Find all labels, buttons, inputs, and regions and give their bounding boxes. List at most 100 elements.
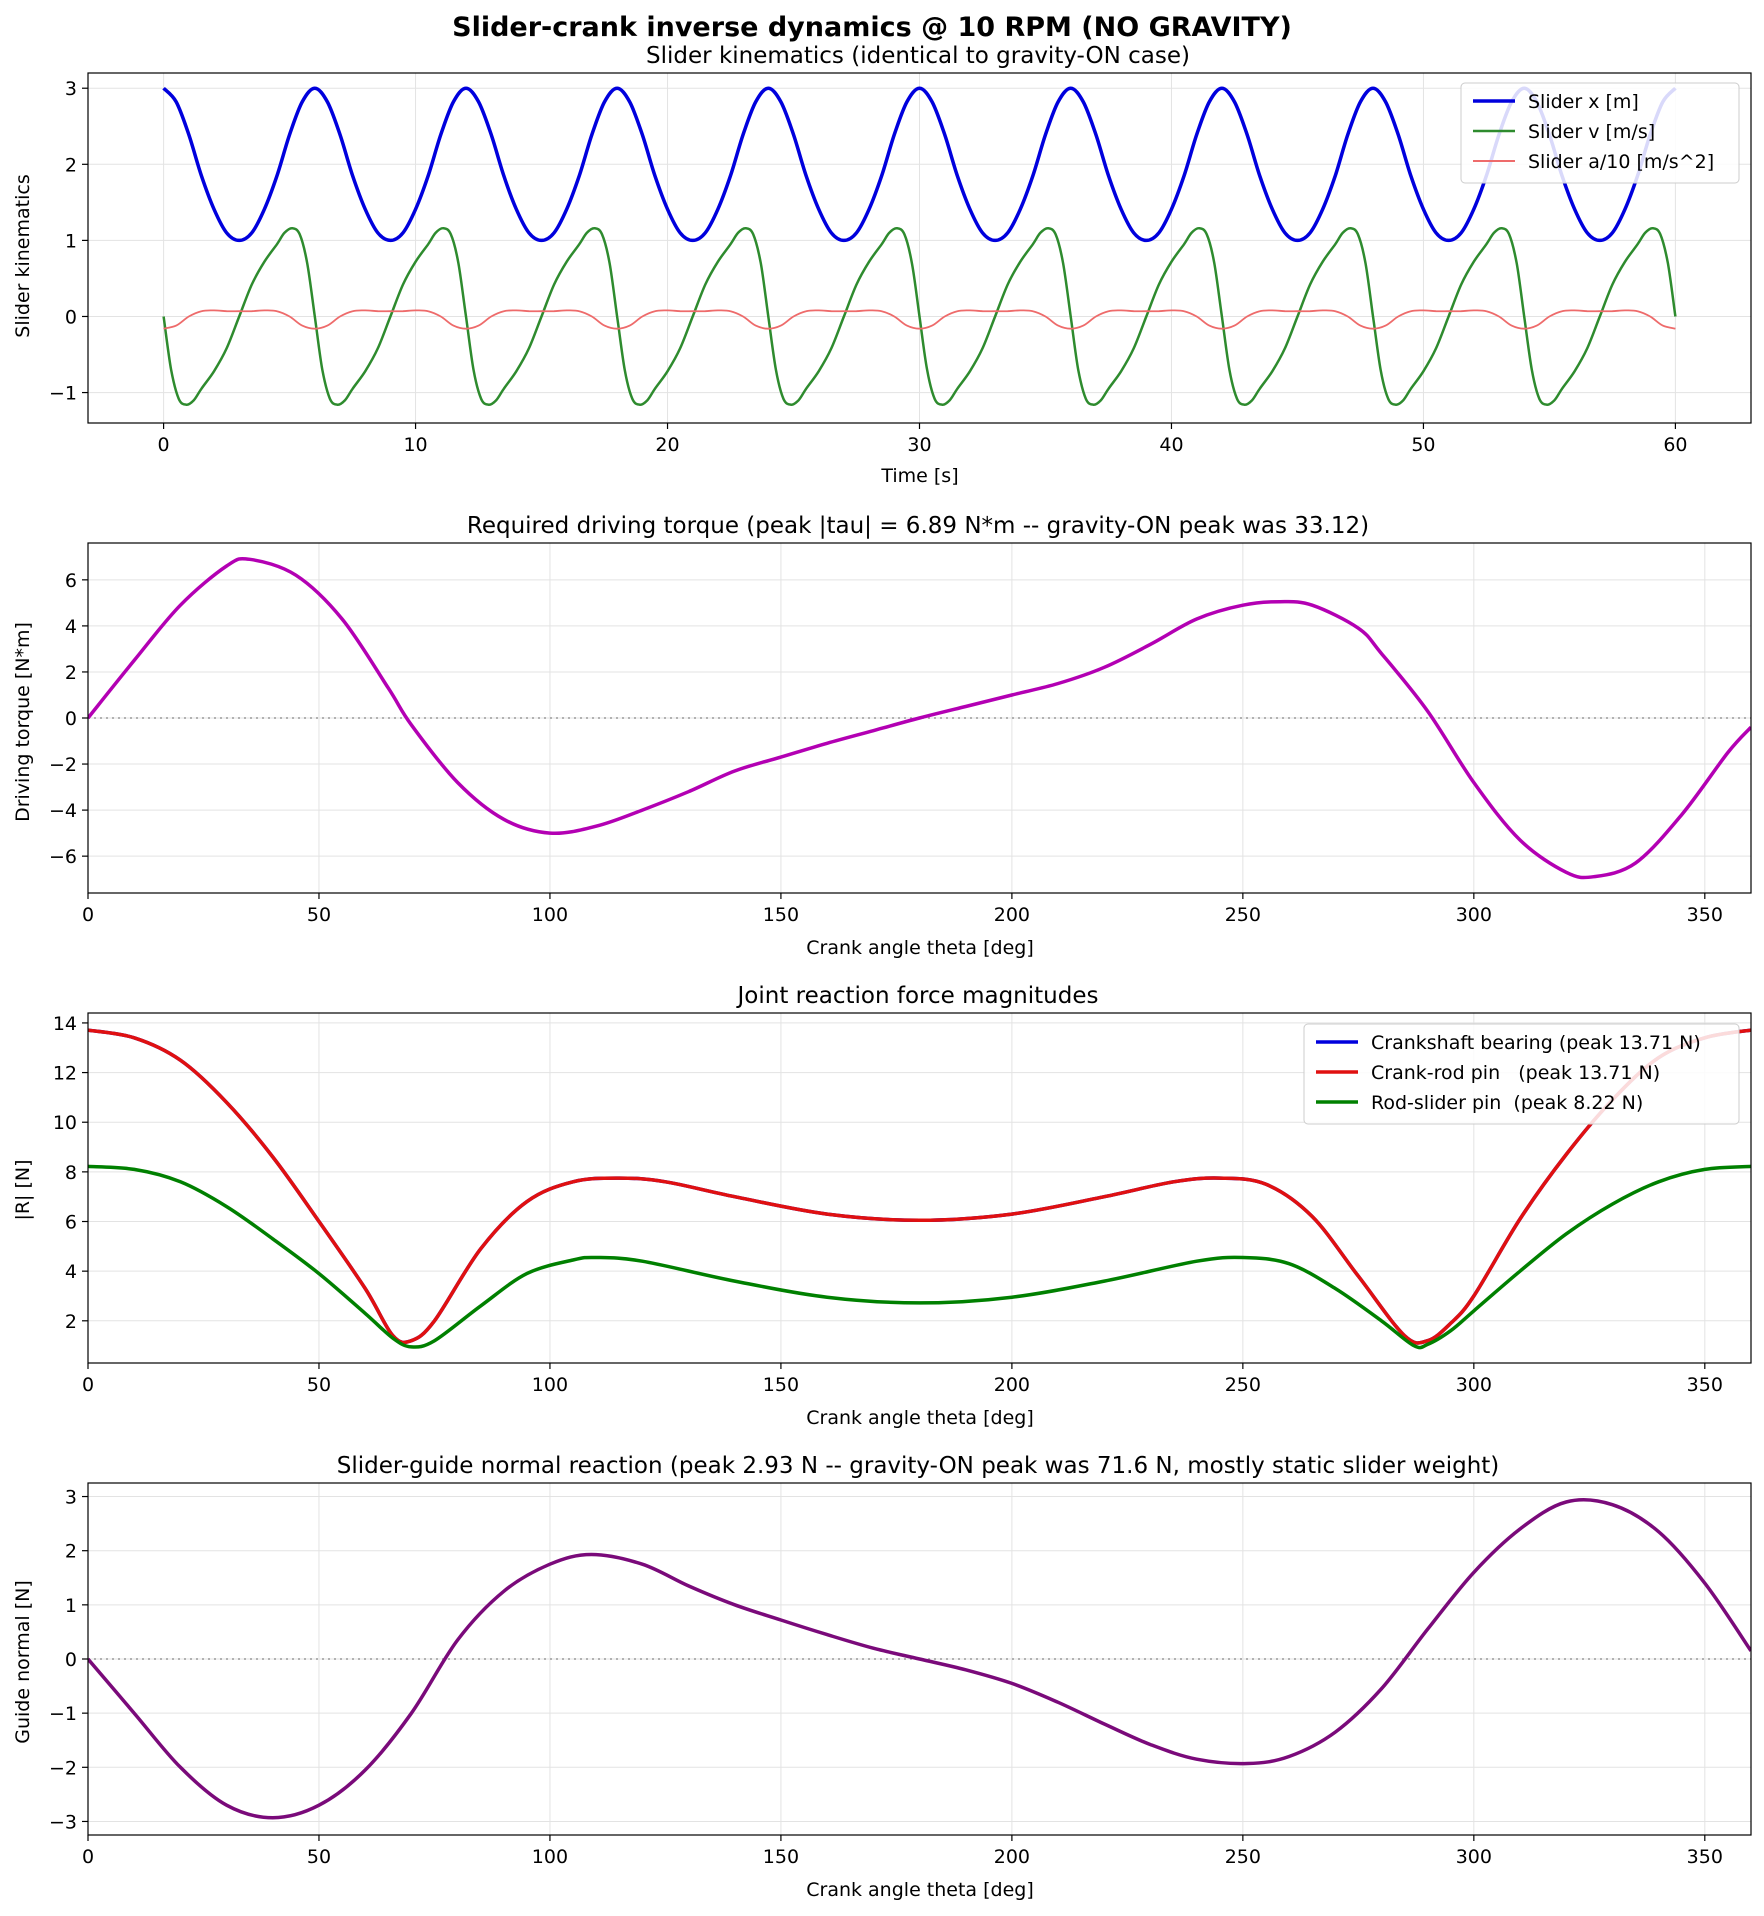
axes-frame [87, 1012, 1752, 1364]
y-tick-label: −2 [49, 754, 77, 776]
x-tick-label: 10 [403, 434, 427, 456]
panel-4-title: Slider-guide normal reaction (peak 2.93 … [337, 1453, 1500, 1479]
y-tick-label: −4 [49, 800, 77, 822]
series-line-1 [88, 556, 1751, 880]
panel-4-plot-area: 0 50 100 150 200 250 300 350 −3 −2 −1 0 1 2 3 [49, 1482, 1752, 1868]
x-tick-label: 50 [1411, 434, 1435, 456]
panel-3-legend: Crankshaft bearing (peak 13.71 N) Crank-… [1303, 1023, 1740, 1125]
x-tick-label: 20 [655, 434, 679, 456]
x-tick-label: 100 [532, 904, 568, 926]
series-line-2 [88, 1028, 1751, 1345]
x-tick-label: 200 [994, 1374, 1030, 1396]
x-tick-label: 350 [1687, 1374, 1723, 1396]
panel-1-ylabel: Slider kinematics [12, 174, 34, 337]
series-line-2 [162, 226, 1677, 406]
x-tick-label: 300 [1456, 1374, 1492, 1396]
panel-1-title: Slider kinematics (identical to gravity-… [646, 43, 1190, 69]
panel-4-ylabel: Guide normal [N] [12, 1580, 34, 1744]
x-tick-label: 150 [763, 904, 799, 926]
x-tick-label: 0 [82, 904, 94, 926]
y-tick-label: 2 [65, 1311, 77, 1333]
panel-3-ylabel: |R| [N] [12, 1159, 34, 1220]
axes-frame [87, 1482, 1752, 1836]
series-line-1 [88, 1497, 1751, 1820]
axes-frame [87, 542, 1752, 894]
x-tick-label: 300 [1456, 904, 1492, 926]
panel-3-xlabel: Crank angle theta [deg] [806, 1407, 1034, 1429]
x-tick-label: 150 [763, 1374, 799, 1396]
panel-1-xlabel: Time [s] [880, 465, 958, 487]
x-tick-label: 250 [1225, 1374, 1261, 1396]
panel-joint-reactions: Joint reaction force magnitudes Crank an… [12, 983, 1752, 1429]
y-tick-label: 4 [65, 616, 77, 638]
x-tick-label: 0 [158, 434, 170, 456]
panel-4-xlabel: Crank angle theta [deg] [806, 1879, 1034, 1901]
panel-slider-kinematics: Slider kinematics (identical to gravity-… [12, 43, 1752, 487]
x-tick-label: 40 [1159, 434, 1183, 456]
y-tick-label: −1 [49, 383, 77, 405]
y-tick-label: 0 [65, 708, 77, 730]
y-tick-label: 0 [65, 1649, 77, 1671]
y-tick-label: 1 [65, 1595, 77, 1617]
x-tick-label: 250 [1225, 904, 1261, 926]
legend-label-slider-a: Slider a/10 [m/s^2] [1528, 151, 1714, 173]
y-tick-label: −3 [49, 1811, 77, 1833]
panel-2-xlabel: Crank angle theta [deg] [806, 937, 1034, 959]
x-tick-label: 50 [307, 1374, 331, 1396]
x-tick-label: 300 [1456, 1846, 1492, 1868]
x-tick-label: 200 [994, 1846, 1030, 1868]
x-tick-label: 30 [907, 434, 931, 456]
y-tick-label: 2 [65, 1541, 77, 1563]
legend-label-crankshaft-bearing: Crankshaft bearing (peak 13.71 N) [1371, 1032, 1701, 1054]
axes-frame [87, 72, 1752, 424]
y-tick-label: 3 [65, 78, 77, 100]
x-tick-label: 100 [532, 1374, 568, 1396]
legend-label-slider-x: Slider x [m] [1528, 91, 1639, 113]
y-tick-label: 1 [65, 230, 77, 252]
y-tick-label: 0 [65, 306, 77, 328]
x-tick-label: 350 [1687, 904, 1723, 926]
panel-1-legend: Slider x [m] Slider v [m/s] Slider a/10 … [1460, 82, 1740, 184]
y-tick-label: 2 [65, 154, 77, 176]
y-tick-label: −2 [49, 1757, 77, 1779]
y-tick-label: −1 [49, 1703, 77, 1725]
series-line-1 [162, 86, 1677, 243]
x-tick-label: 60 [1663, 434, 1687, 456]
panel-3-plot-area: 0 50 100 150 200 250 300 350 2 4 6 8 10 12 14 [53, 1012, 1752, 1396]
legend-label-crank-rod-pin: Crank-rod pin (peak 13.71 N) [1371, 1062, 1660, 1084]
panel-driving-torque: Required driving torque (peak |tau| = 6.… [12, 513, 1752, 959]
x-tick-label: 250 [1225, 1846, 1261, 1868]
x-tick-label: 50 [307, 904, 331, 926]
panel-2-title: Required driving torque (peak |tau| = 6.… [467, 513, 1369, 539]
y-tick-label: −6 [49, 846, 77, 868]
panel-2-ylabel: Driving torque [N*m] [12, 622, 34, 822]
series-line-3 [163, 309, 1676, 330]
y-tick-label: 10 [53, 1112, 77, 1134]
y-tick-label: 14 [53, 1013, 77, 1035]
y-tick-label: 8 [65, 1162, 77, 1184]
panel-3-title: Joint reaction force magnitudes [736, 983, 1099, 1009]
series-line-3 [88, 1164, 1751, 1350]
x-tick-label: 350 [1687, 1846, 1723, 1868]
panel-2-plot-area: 0 50 100 150 200 250 300 350 −6 −4 −2 0 2 4 6 [49, 542, 1752, 926]
x-tick-label: 100 [532, 1846, 568, 1868]
x-tick-label: 0 [82, 1846, 94, 1868]
x-tick-label: 0 [82, 1374, 94, 1396]
panel-guide-normal: Slider-guide normal reaction (peak 2.93 … [12, 1453, 1752, 1901]
x-tick-label: 150 [763, 1846, 799, 1868]
x-tick-label: 50 [307, 1846, 331, 1868]
y-tick-label: 4 [65, 1261, 77, 1283]
y-tick-label: 6 [65, 570, 77, 592]
panel-3-legend-box [1303, 1023, 1740, 1125]
panel-1-legend-box [1460, 82, 1740, 184]
figure-suptitle: Slider-crank inverse dynamics @ 10 RPM (… [452, 12, 1292, 43]
legend-label-slider-v: Slider v [m/s] [1528, 121, 1655, 143]
panel-1-plot-area: 0 10 20 30 40 50 60 −1 0 1 2 3 [49, 72, 1752, 456]
x-tick-label: 200 [994, 904, 1030, 926]
y-tick-label: 2 [65, 662, 77, 684]
y-tick-label: 12 [53, 1063, 77, 1085]
legend-label-rod-slider-pin: Rod-slider pin (peak 8.22 N) [1371, 1092, 1643, 1114]
y-tick-label: 6 [65, 1212, 77, 1234]
y-tick-label: 3 [65, 1487, 77, 1509]
